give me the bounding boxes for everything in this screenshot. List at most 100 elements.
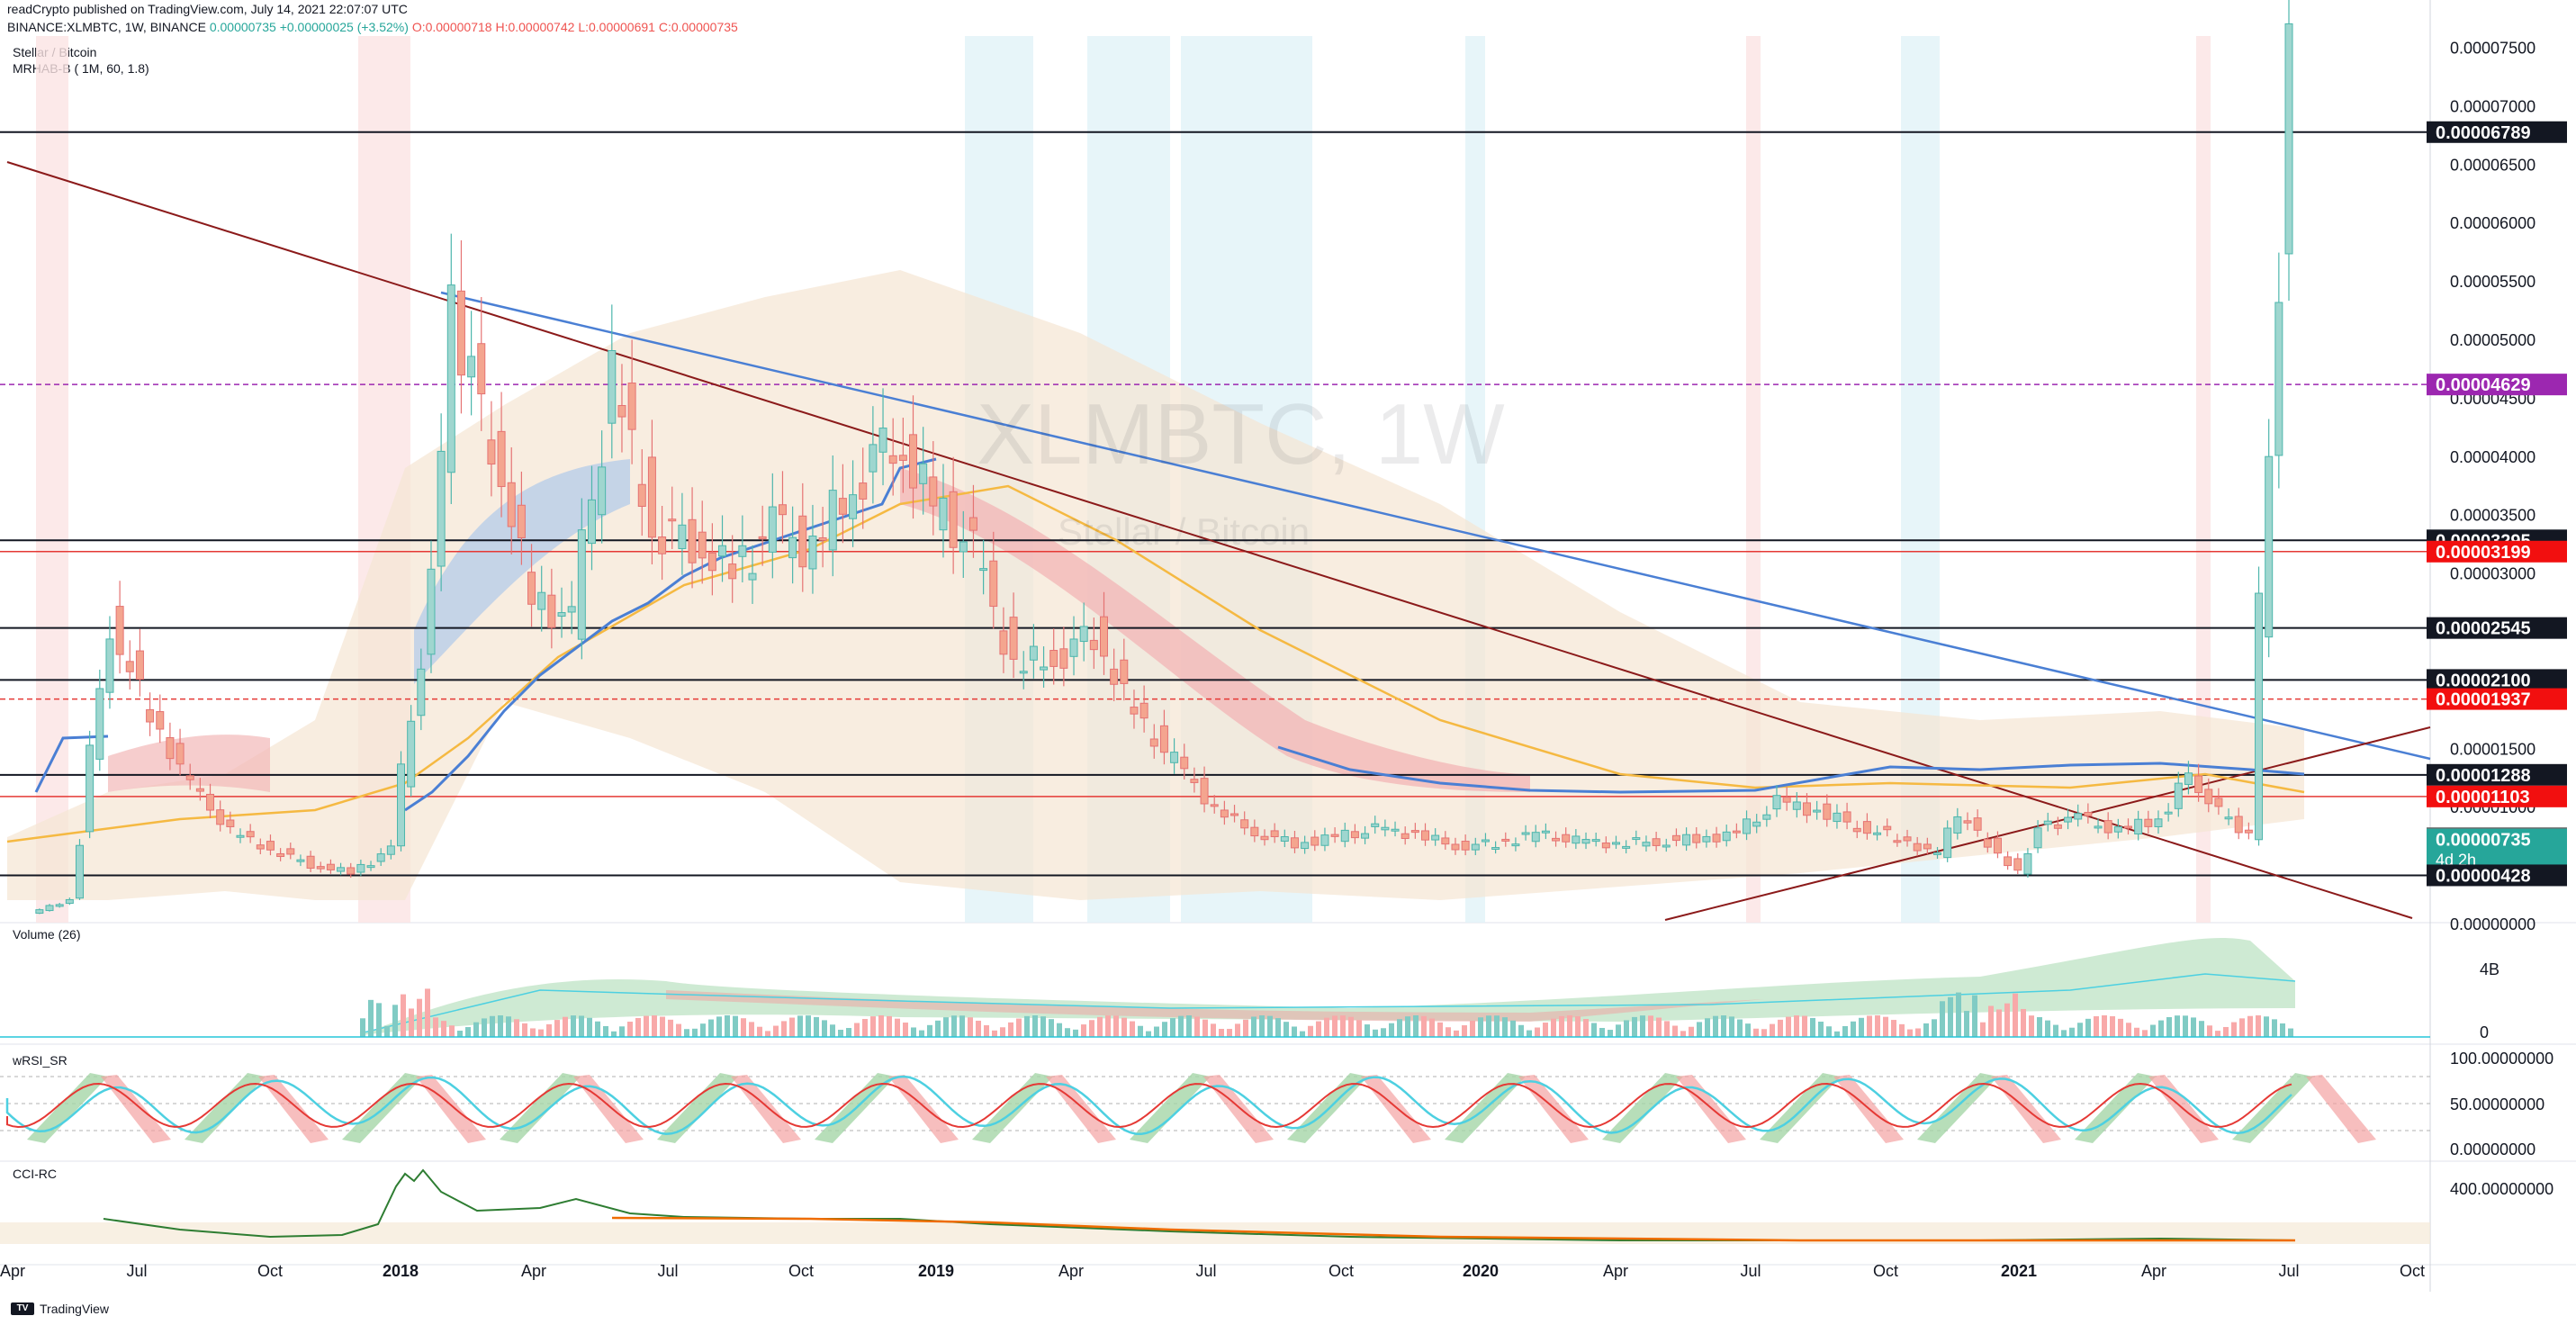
candle-body	[356, 863, 365, 873]
volume-bar	[1972, 995, 1977, 1037]
cci-tick-label: 400.00000000	[2450, 1180, 2553, 1198]
candle-body	[557, 612, 566, 617]
y-axis-tick-label: 0.00001500	[2450, 740, 2535, 758]
volume-bar	[1964, 1011, 1969, 1037]
volume-tick-label: 4B	[2480, 960, 2499, 978]
candle-body	[658, 536, 667, 554]
candle-body	[347, 867, 356, 875]
candle-body	[949, 491, 958, 548]
candle-body	[748, 572, 757, 581]
candle-body	[909, 434, 918, 489]
volume-bar	[384, 1025, 390, 1037]
candle-body	[2004, 856, 2013, 867]
volume-bar	[2077, 1023, 2083, 1037]
volume-bar	[1640, 1015, 1645, 1037]
candle-body	[1953, 816, 1962, 834]
candle-body	[195, 788, 204, 792]
candle-body	[1652, 838, 1661, 846]
volume-bar	[1227, 1029, 1232, 1037]
volume-bar	[1470, 1020, 1475, 1037]
baseline-blue-line-late	[1277, 745, 2305, 794]
candle-body	[1410, 830, 1419, 834]
candle-body	[125, 661, 134, 672]
candle-body	[2144, 818, 2153, 827]
volume-bar	[2118, 1018, 2123, 1037]
volume-bar	[1081, 1024, 1086, 1037]
candle-body	[497, 430, 506, 488]
candle-body	[1671, 834, 1680, 842]
volume-bar	[1186, 1015, 1192, 1037]
candle-body	[2164, 811, 2173, 815]
volume-bar	[716, 1016, 722, 1037]
candle-body	[778, 504, 787, 516]
candle-body	[637, 483, 646, 507]
volume-bar	[1373, 1029, 1378, 1037]
volume-ma-line	[359, 973, 2296, 1034]
candle-body	[326, 863, 335, 870]
highlight-band	[2196, 36, 2211, 923]
volume-bar	[887, 1015, 892, 1037]
candle-body	[1983, 838, 1992, 848]
volume-bar	[668, 1019, 673, 1037]
candle-body	[1019, 671, 1028, 674]
candle-body	[2064, 816, 2073, 823]
candle-body	[437, 450, 446, 567]
candle-body	[1632, 837, 1641, 841]
wrsi-green-ribbon	[185, 1073, 266, 1143]
volume-bar	[554, 1020, 560, 1037]
volume-bar	[1308, 1025, 1313, 1037]
volume-bar	[1146, 1031, 1151, 1037]
cci-orange-line	[611, 1216, 2295, 1242]
wrsi-tick-label: 50.00000000	[2450, 1095, 2544, 1113]
volume-bar	[660, 1016, 665, 1037]
volume-bar	[1810, 1017, 1815, 1037]
volume-bar	[1316, 1021, 1321, 1037]
candle-body	[427, 568, 436, 655]
volume-bar	[757, 1026, 762, 1037]
symbol-label: BINANCE:XLMBTC, 1W, BINANCE	[7, 20, 206, 34]
candle-body	[1591, 839, 1600, 843]
volume-bar	[635, 1017, 641, 1037]
candle-body	[1883, 825, 1892, 831]
volume-bar	[490, 1015, 495, 1037]
volume-bar	[797, 1015, 803, 1037]
volume-bar	[2158, 1020, 2164, 1037]
candle-body	[1139, 702, 1148, 719]
volume-bar	[2085, 1018, 2091, 1037]
candle-body	[2255, 592, 2264, 841]
price-tag-label: 0.00000428	[2436, 866, 2531, 886]
volume-bar	[1624, 1020, 1629, 1037]
volume-bar	[1178, 1015, 1184, 1037]
candle-body	[1260, 835, 1269, 841]
candle-body	[477, 343, 486, 395]
candle-body	[206, 793, 215, 811]
price-tag-label: 0.00004629	[2436, 375, 2531, 395]
volume-bar	[1923, 1023, 1929, 1037]
volume-bar	[789, 1017, 795, 1037]
candle-body	[768, 506, 777, 553]
candle-body	[1431, 834, 1440, 841]
volume-bar	[1551, 1018, 1556, 1037]
wrsi-tick-label: 100.00000000	[2450, 1050, 2553, 1068]
candle-body	[1813, 809, 1822, 813]
candle-body	[1601, 842, 1610, 849]
candle-body	[2174, 782, 2183, 809]
volume-bar	[506, 1016, 511, 1037]
volume-bar	[1032, 1015, 1038, 1037]
footer: TV TradingView	[11, 1302, 109, 1316]
price-tag-label: 0.00000735	[2436, 831, 2531, 851]
volume-bar	[2191, 1017, 2196, 1037]
candle-body	[2023, 852, 2032, 875]
volume-bar	[546, 1023, 552, 1037]
volume-bar	[2247, 1015, 2253, 1037]
candle-body	[115, 606, 124, 655]
wrsi-green-ribbon	[2075, 1073, 2156, 1143]
volume-bar	[959, 1015, 965, 1037]
candle-body	[1401, 833, 1410, 840]
volume-bar	[1527, 1030, 1532, 1037]
candle-body	[1963, 820, 1972, 824]
candle-body	[1250, 826, 1259, 837]
volume-bar	[1705, 1018, 1710, 1037]
x-axis-tick-label: Jul	[2278, 1262, 2299, 1280]
